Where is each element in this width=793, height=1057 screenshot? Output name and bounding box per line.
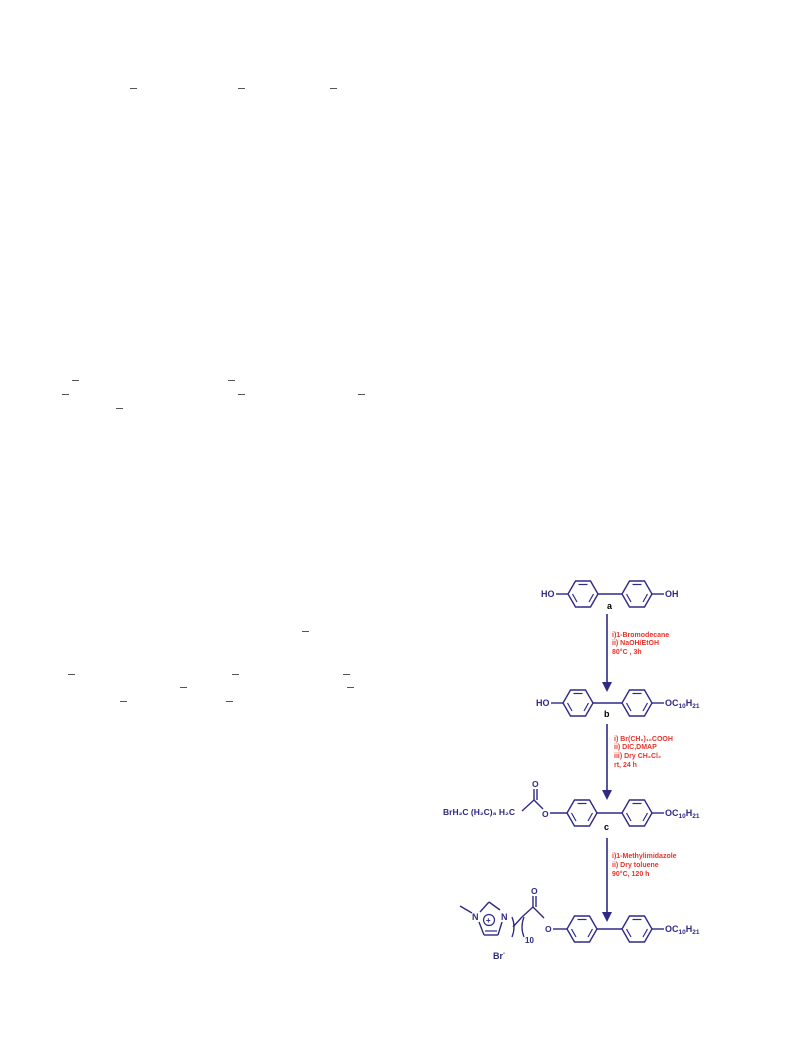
condition-line: 90°C, 120 h <box>612 870 649 878</box>
dash-mark <box>330 88 337 89</box>
bromoalkyl-chain-c: BrH₂C (H₂C)₈ H₂C <box>443 807 515 817</box>
compound-label-b: b <box>604 709 610 719</box>
ester-oxygen-c: O <box>542 809 549 819</box>
carbonyl-oxygen-d: O <box>531 886 538 896</box>
condition-line: i) Br(CH₂)₁₀COOH <box>614 736 673 743</box>
dash-mark <box>343 674 350 675</box>
decyloxy-group-b: OC10H21 <box>665 698 700 710</box>
dash-mark <box>62 394 69 395</box>
condition-line: rt, 24 h <box>614 762 637 769</box>
condition-line: i)1-Methylimidazole <box>612 853 677 860</box>
dash-mark <box>302 631 309 632</box>
dash-mark <box>347 687 354 688</box>
dash-mark <box>68 674 75 675</box>
compound-label-a: a <box>607 601 613 611</box>
condition-line: 80°C , 3h <box>612 648 642 656</box>
condition-line: ii) Dry toluene <box>612 862 659 869</box>
imidazolium-n-chain: N <box>501 912 508 922</box>
condition-line: ii) DIC,DMAP <box>614 744 657 751</box>
dash-mark <box>358 394 365 395</box>
dash-mark <box>72 380 79 381</box>
compound-c: BrH₂C (H₂C)₈ H₂C O O OC10H21 c <box>443 779 700 832</box>
imidazolium-n-methyl: N <box>472 912 479 922</box>
hydroxyl-left-a: HO <box>541 589 555 599</box>
cation-plus: + <box>486 916 491 925</box>
compound-a: HO OH a <box>541 580 679 611</box>
dash-mark <box>116 408 123 409</box>
dash-mark <box>180 687 187 688</box>
dash-mark <box>238 394 245 395</box>
compound-label-c: c <box>604 822 609 832</box>
bromide-counter-ion: Br- <box>493 951 505 961</box>
dash-mark <box>238 88 245 89</box>
decyloxy-group-c: OC10H21 <box>665 808 700 820</box>
dash-mark <box>120 701 127 702</box>
compound-b: HO OC10H21 b <box>536 689 700 719</box>
dash-mark <box>130 88 137 89</box>
compound-d: N + N 10 O O OC10H21 Br- <box>459 886 700 961</box>
carbonyl-oxygen-c: O <box>532 779 539 789</box>
conditions-step3: i)1-Methylimidazole ii) Dry toluene 90°C… <box>612 853 677 878</box>
ester-oxygen-d: O <box>545 924 552 934</box>
chain-length: 10 <box>525 936 534 945</box>
condition-line: i)1-Bromodecane <box>612 632 669 639</box>
condition-line: ii) NaOH/EtOH <box>612 640 659 647</box>
conditions-step2: i) Br(CH₂)₁₀COOH ii) DIC,DMAP iii) Dry C… <box>614 736 673 769</box>
hydroxyl-left-b: HO <box>536 698 550 708</box>
hydroxyl-right-a: OH <box>665 589 679 599</box>
decyloxy-group-d: OC10H21 <box>665 924 700 936</box>
dash-mark <box>228 380 235 381</box>
conditions-step1: i)1-Bromodecane ii) NaOH/EtOH 80°C , 3h <box>612 632 669 656</box>
condition-line: iii) Dry CH₂Cl₂ <box>614 753 661 760</box>
dash-mark <box>232 674 239 675</box>
cation-charge-circle <box>482 913 496 927</box>
dash-mark <box>226 701 233 702</box>
